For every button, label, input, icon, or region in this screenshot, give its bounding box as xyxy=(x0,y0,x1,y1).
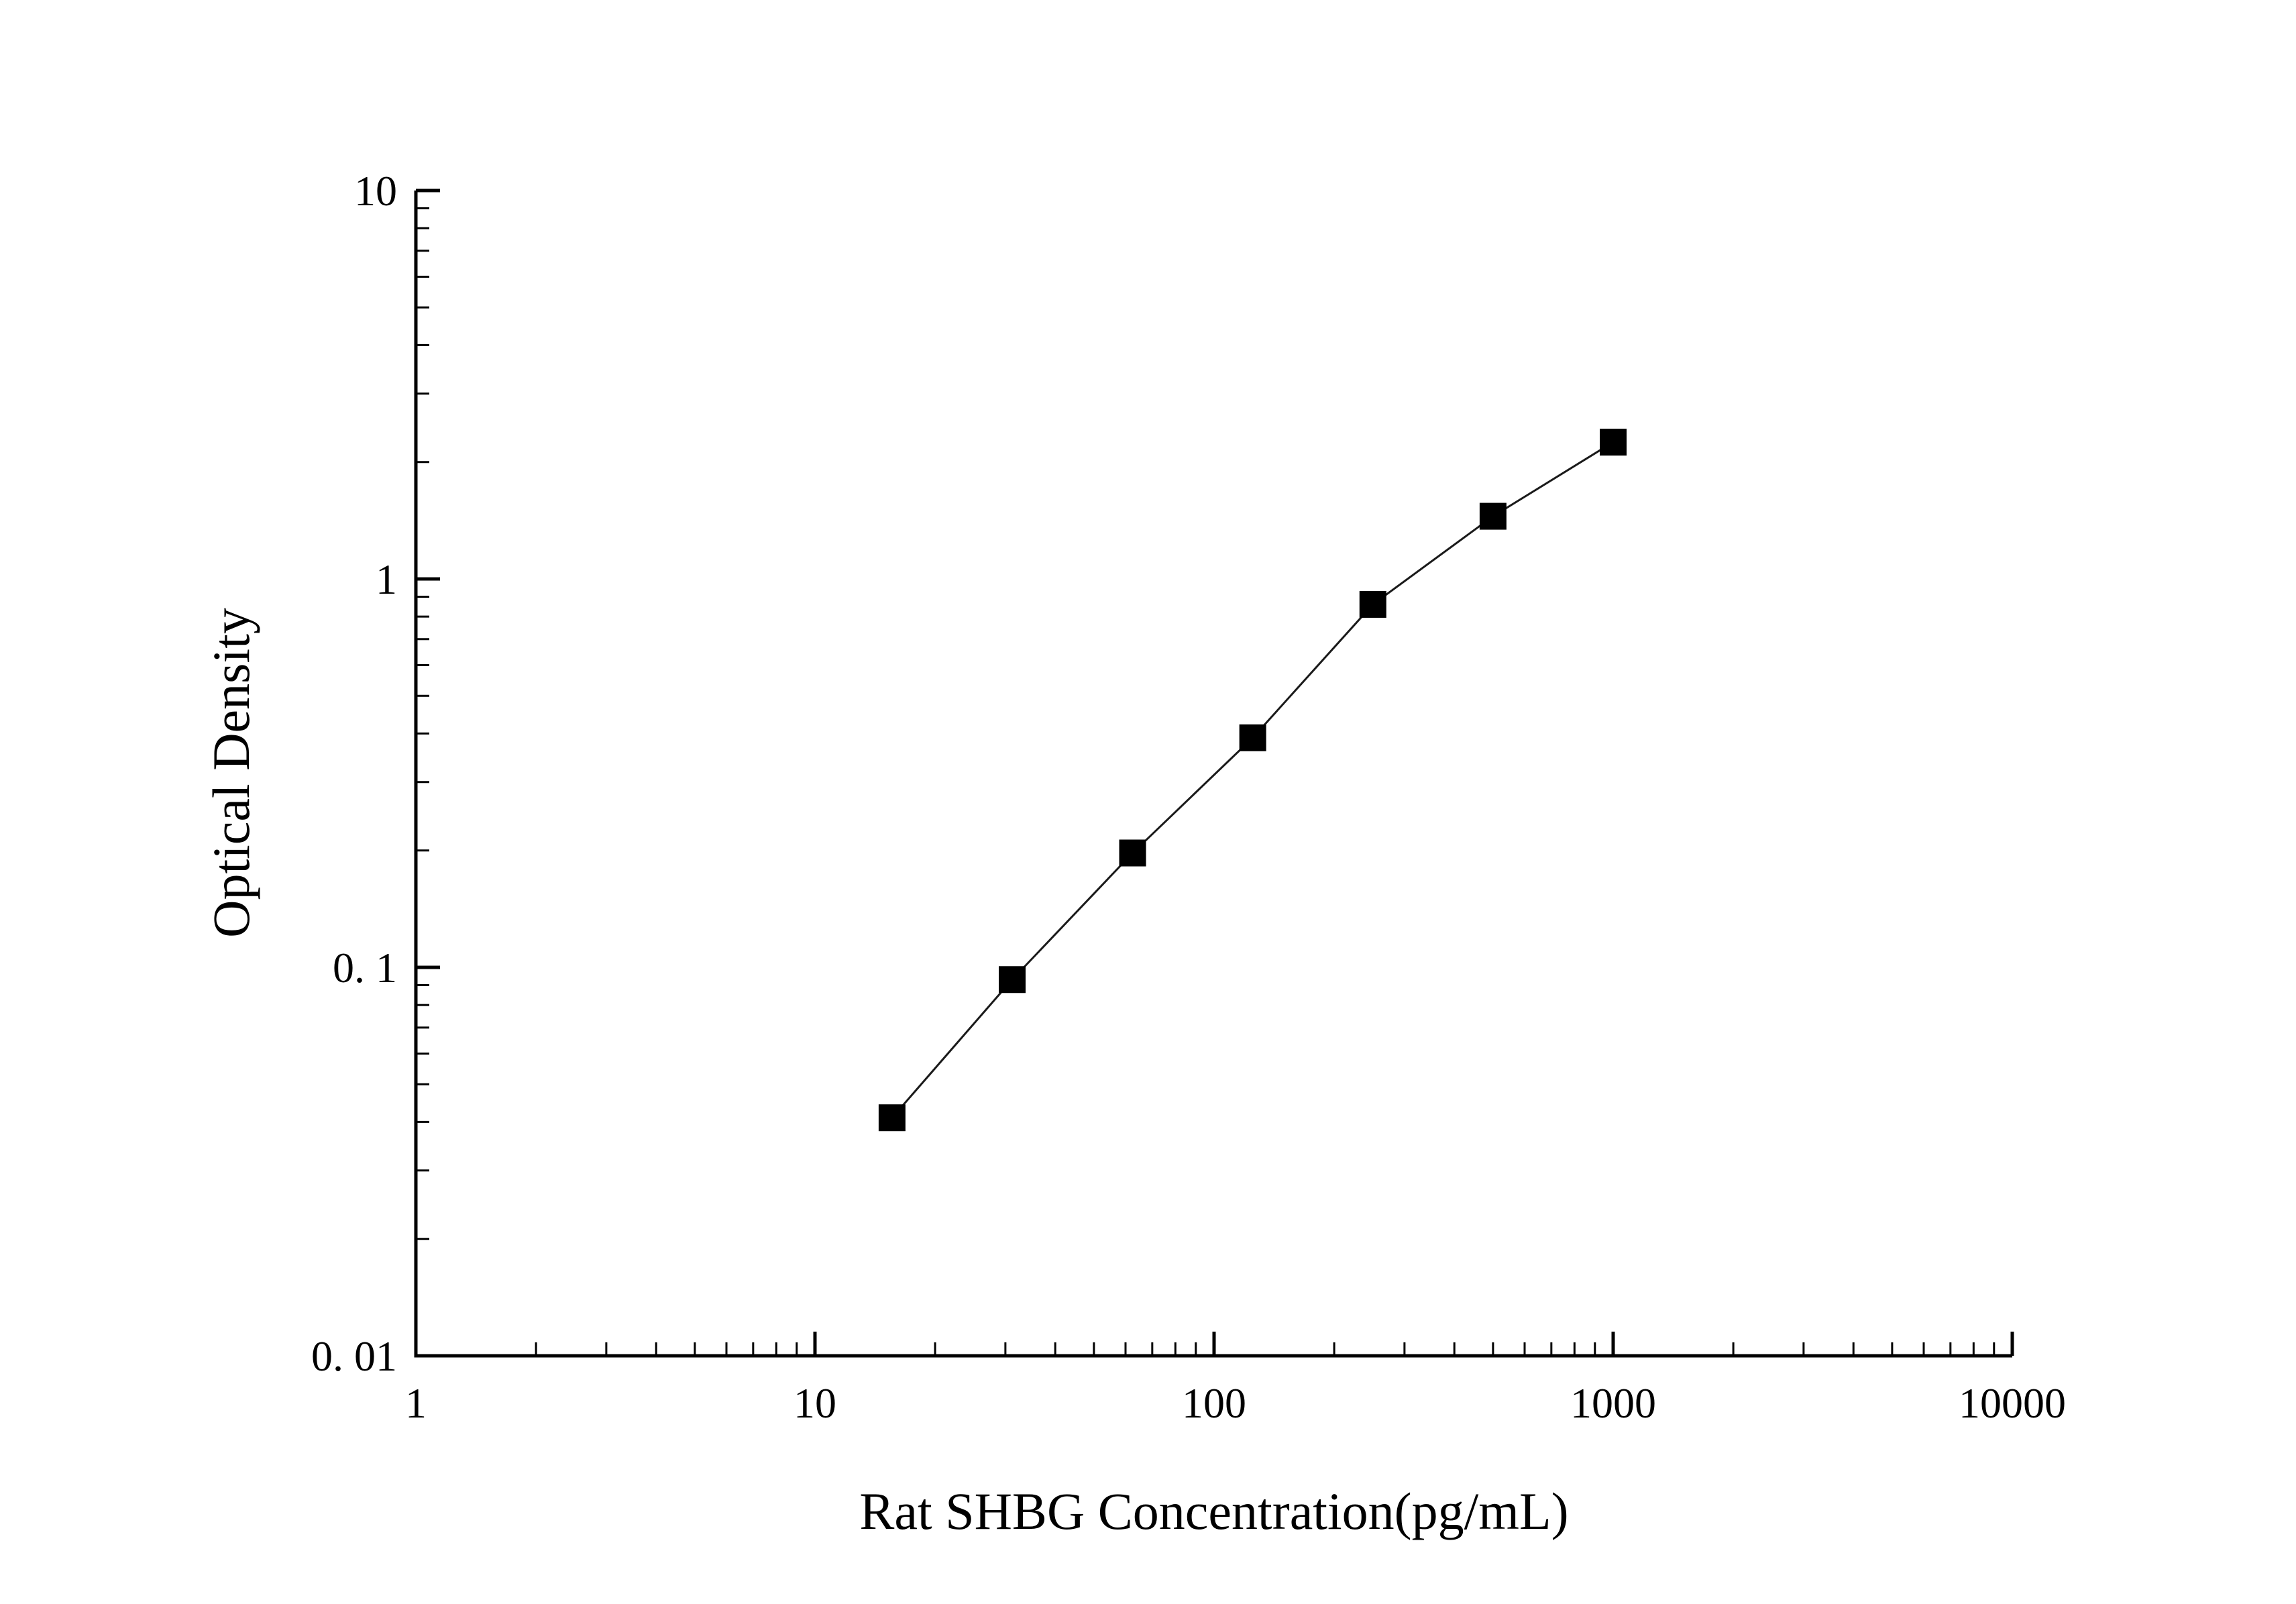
x-tick-label: 10000 xyxy=(1959,1379,2066,1427)
data-point-marker xyxy=(1119,839,1146,867)
y-tick-label: 0. 1 xyxy=(333,944,397,992)
x-axis-title: Rat SHBG Concentration(pg/mL) xyxy=(859,1482,1569,1540)
data-point-marker xyxy=(1600,429,1627,456)
y-axis-title: Optical Density xyxy=(202,608,260,938)
data-point-marker xyxy=(1359,590,1386,618)
data-point-marker xyxy=(1479,502,1507,530)
y-tick-label: 0. 01 xyxy=(311,1332,397,1380)
data-point-marker xyxy=(999,966,1026,994)
x-tick-label: 1000 xyxy=(1570,1379,1656,1427)
x-tick-label: 1 xyxy=(405,1379,427,1427)
x-tick-label: 100 xyxy=(1182,1379,1246,1427)
data-point-marker xyxy=(1239,724,1266,751)
x-tick-label: 10 xyxy=(794,1379,836,1427)
y-tick-label: 10 xyxy=(354,167,397,215)
series-line xyxy=(891,441,1614,1119)
y-tick-label: 1 xyxy=(376,555,397,603)
data-point-marker xyxy=(878,1104,906,1132)
